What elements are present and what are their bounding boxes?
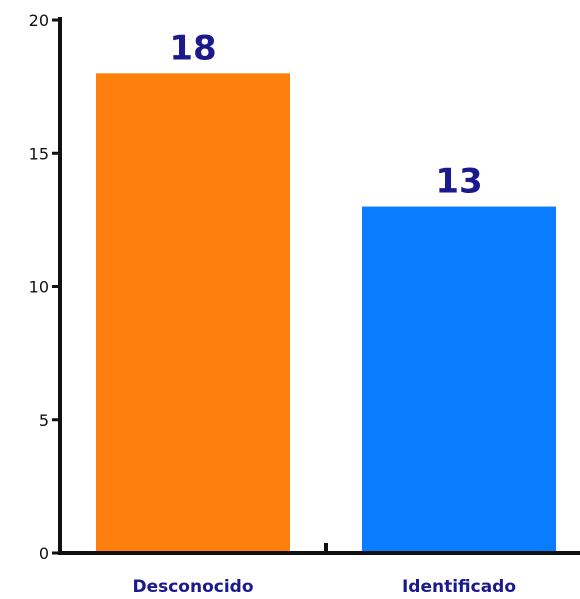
category-label-identificado: Identificado: [402, 577, 516, 597]
y-tick-label-20: 20: [29, 11, 49, 30]
data-label-identificado: 13: [435, 162, 482, 202]
y-tick-label-15: 15: [29, 144, 49, 163]
y-tick-label-10: 10: [29, 278, 49, 297]
category-labels-group: Desconocido Identificado: [132, 577, 516, 597]
y-axis: 0 5 10 15 20: [29, 11, 62, 563]
bars-group: [96, 73, 556, 554]
y-tick-label-5: 5: [39, 411, 49, 430]
category-label-desconocido: Desconocido: [132, 577, 253, 597]
y-tick-label-0: 0: [39, 544, 49, 563]
bar-identificado: [362, 206, 556, 554]
data-label-desconocido: 18: [169, 28, 216, 68]
bar-desconocido: [96, 73, 290, 554]
x-axis: [58, 543, 580, 555]
